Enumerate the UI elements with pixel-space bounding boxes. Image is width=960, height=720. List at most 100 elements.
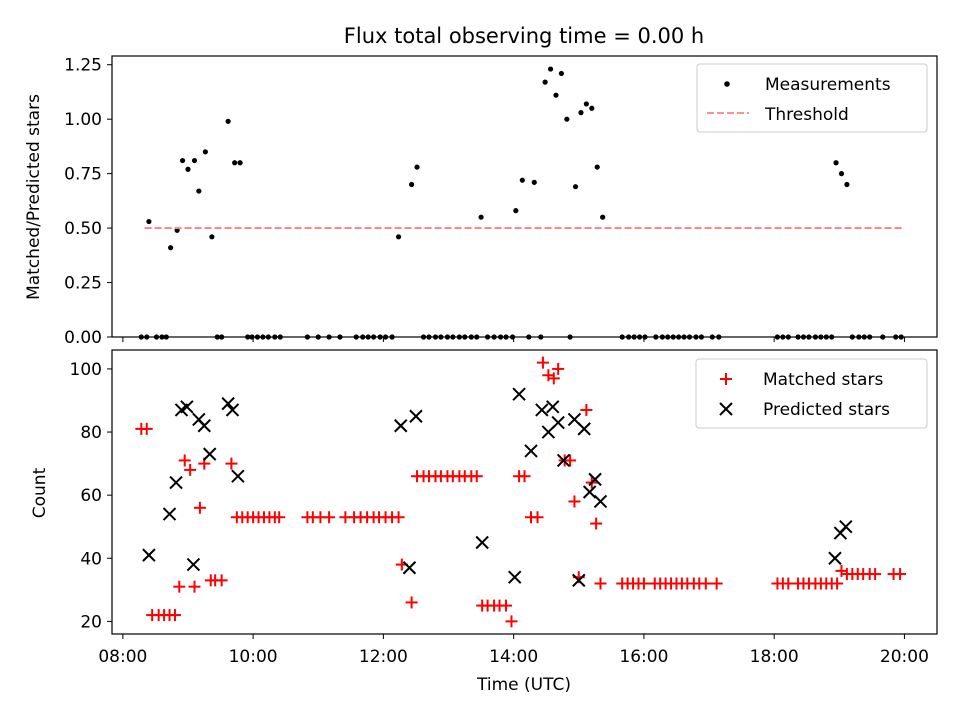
matched-star-point bbox=[215, 574, 228, 587]
measurement-point bbox=[838, 171, 845, 177]
predicted-star-point bbox=[169, 475, 183, 490]
predicted-star-point bbox=[186, 557, 201, 572]
predicted-star-point bbox=[142, 548, 156, 562]
matched-star-point bbox=[547, 372, 560, 385]
measurement-point bbox=[179, 157, 186, 164]
count-y-ticks: 20 40 60 80 100 bbox=[70, 360, 112, 632]
y-tick-label: 40 bbox=[80, 549, 102, 569]
measurement-point bbox=[589, 105, 595, 111]
measurement-point bbox=[564, 116, 570, 122]
predicted-star-point bbox=[162, 507, 177, 521]
predicted-star-point bbox=[180, 400, 194, 414]
predicted-star-point bbox=[512, 387, 526, 401]
ratio-y-axis-label: Matched/Predicted stars bbox=[24, 94, 44, 300]
measurement-point bbox=[572, 184, 579, 190]
predicted-star-point bbox=[828, 551, 842, 565]
legend-threshold-label: Threshold bbox=[764, 105, 849, 125]
predicted-star-point bbox=[231, 469, 245, 483]
x-tick-label: 10:00 bbox=[229, 647, 278, 667]
predicted-star-point bbox=[394, 419, 408, 433]
matched-star-point bbox=[188, 580, 201, 593]
matched-star-point bbox=[140, 422, 153, 435]
measurement-point bbox=[191, 157, 198, 164]
matched-star-point bbox=[542, 369, 555, 382]
x-tick-label: 20:00 bbox=[880, 647, 929, 667]
y-tick-label: 0.75 bbox=[64, 165, 102, 185]
predicted-star-point bbox=[402, 561, 417, 575]
count-legend: Matched stars Predicted stars bbox=[695, 358, 928, 429]
matched-star-point bbox=[710, 577, 723, 590]
measurement-point bbox=[558, 70, 565, 77]
predicted-star-point bbox=[582, 485, 597, 499]
measurement-point bbox=[225, 118, 231, 124]
matched-star-point bbox=[273, 511, 286, 524]
predicted-star-point bbox=[577, 422, 591, 436]
measurement-point bbox=[583, 101, 589, 107]
predicted-star-point bbox=[409, 409, 423, 423]
matched-star-point bbox=[323, 511, 336, 524]
matched-star-point bbox=[392, 511, 405, 524]
legend-matched-marker bbox=[720, 373, 732, 385]
ratio-y-ticks: 0.00 0.25 0.50 0.75 1.00 1.25 bbox=[64, 56, 112, 348]
predicted-star-point bbox=[524, 444, 538, 458]
measurement-point bbox=[232, 160, 238, 166]
measurement-point bbox=[844, 181, 850, 188]
measurement-point bbox=[547, 66, 554, 72]
ratio-panel: 0.00 0.25 0.50 0.75 1.00 1.25 Matched/Predict… bbox=[24, 55, 938, 348]
predicted-star-point bbox=[535, 403, 549, 417]
predicted-star-point bbox=[508, 570, 522, 584]
count-x-ticks: 08:00 10:00 12:00 14:00 16:00 18:00 20:00 bbox=[98, 634, 929, 667]
y-tick-label: 20 bbox=[80, 612, 102, 632]
y-tick-label: 0.25 bbox=[64, 274, 102, 294]
measurement-point bbox=[531, 179, 537, 185]
matched-star-point bbox=[835, 564, 848, 577]
matched-star-point bbox=[568, 495, 581, 508]
count-y-axis-label: Count bbox=[30, 467, 50, 518]
matched-star-point bbox=[193, 501, 206, 514]
measurement-point bbox=[168, 245, 174, 251]
predicted-star-point bbox=[202, 447, 217, 461]
y-tick-label: 60 bbox=[80, 486, 102, 506]
matched-star-point bbox=[505, 615, 518, 628]
matched-star-point bbox=[536, 356, 549, 369]
matched-star-point bbox=[594, 577, 607, 590]
count-panel: 08:00 10:00 12:00 14:00 16:00 18:00 20:00 20 40… bbox=[30, 349, 938, 695]
matched-star-point bbox=[831, 577, 844, 590]
matched-star-point bbox=[518, 470, 531, 483]
predicted-star-point bbox=[225, 403, 240, 417]
matched-star-point bbox=[168, 609, 181, 622]
legend-predicted-label: Predicted stars bbox=[763, 400, 890, 420]
measurement-point bbox=[395, 234, 402, 240]
matched-star-point bbox=[869, 568, 882, 581]
matched-star-point bbox=[178, 454, 191, 467]
x-tick-label: 12:00 bbox=[359, 647, 408, 667]
legend-measurements-marker bbox=[724, 81, 730, 87]
measurement-point bbox=[237, 160, 243, 166]
x-tick-label: 14:00 bbox=[489, 647, 538, 667]
measurement-point bbox=[833, 160, 839, 166]
matched-star-point bbox=[470, 470, 483, 483]
count-legend-box bbox=[695, 358, 928, 429]
y-tick-label: 1.25 bbox=[64, 56, 102, 76]
count-plot-area bbox=[135, 356, 907, 628]
measurement-point bbox=[185, 166, 191, 172]
matched-star-point bbox=[184, 463, 197, 476]
measurement-point bbox=[578, 110, 584, 116]
measurement-point bbox=[513, 208, 519, 214]
legend-measurements-label: Measurements bbox=[765, 75, 891, 95]
ratio-axes-frame bbox=[111, 55, 938, 338]
x-tick-label: 18:00 bbox=[750, 647, 799, 667]
matched-star-point bbox=[225, 457, 238, 470]
matched-star-point bbox=[894, 568, 907, 581]
measurement-point bbox=[209, 234, 215, 240]
y-tick-label: 1.00 bbox=[64, 110, 102, 130]
count-x-axis-label: Time (UTC) bbox=[476, 675, 571, 695]
matched-star-point bbox=[637, 577, 650, 590]
y-tick-label: 0.50 bbox=[64, 219, 102, 239]
predicted-star-point bbox=[551, 415, 565, 430]
y-tick-label: 0.00 bbox=[64, 328, 102, 348]
measurement-point bbox=[409, 181, 415, 188]
predicted-star-point bbox=[593, 494, 608, 509]
figure-title: Flux total observing time = 0.00 h bbox=[344, 24, 704, 48]
